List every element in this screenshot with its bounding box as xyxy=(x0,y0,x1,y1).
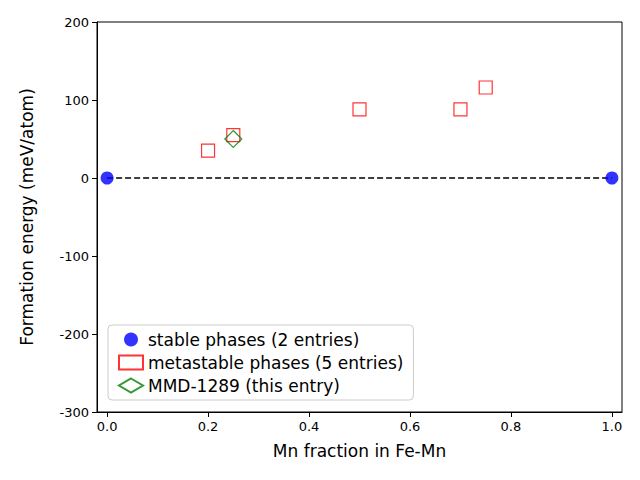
svg-text:0: 0 xyxy=(81,171,89,186)
svg-text:0.4: 0.4 xyxy=(299,419,320,434)
svg-text:-200: -200 xyxy=(59,327,89,342)
svg-text:0.0: 0.0 xyxy=(97,419,118,434)
svg-text:metastable phases (5 entries): metastable phases (5 entries) xyxy=(148,353,403,373)
svg-text:Formation energy (meV/atom): Formation energy (meV/atom) xyxy=(17,88,37,346)
svg-text:0.2: 0.2 xyxy=(198,419,219,434)
svg-text:0.8: 0.8 xyxy=(501,419,522,434)
svg-text:stable phases (2 entries): stable phases (2 entries) xyxy=(148,330,359,350)
svg-text:0.6: 0.6 xyxy=(400,419,421,434)
svg-text:-300: -300 xyxy=(59,405,89,420)
svg-text:200: 200 xyxy=(64,15,89,30)
svg-text:MMD-1289 (this entry): MMD-1289 (this entry) xyxy=(148,376,340,396)
svg-text:Mn fraction in Fe-Mn: Mn fraction in Fe-Mn xyxy=(273,441,446,461)
svg-text:100: 100 xyxy=(64,93,89,108)
svg-text:1.0: 1.0 xyxy=(602,419,623,434)
svg-text:-100: -100 xyxy=(59,249,89,264)
